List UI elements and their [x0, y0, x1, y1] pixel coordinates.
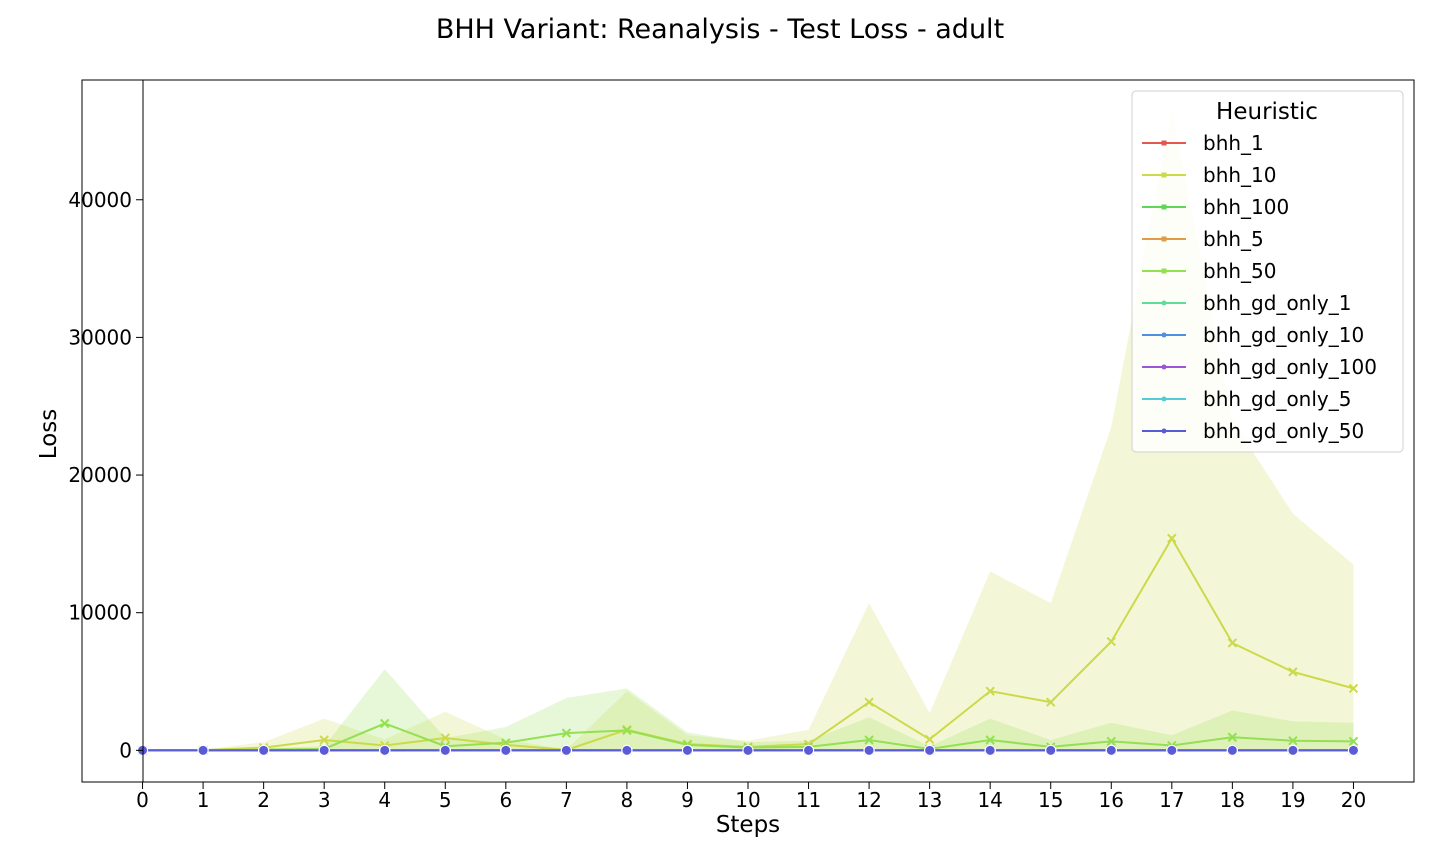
legend: Heuristic bhh_1 bhh_10 bhh_100 bhh_5 bhh_50b…	[1131, 90, 1404, 453]
x-tick-label: 13	[917, 788, 942, 812]
y-axis-label: Loss	[36, 409, 62, 459]
point-bhh-gd-only-50	[621, 744, 633, 756]
point-bhh-50	[380, 718, 390, 729]
point-bhh-10	[1227, 638, 1238, 648]
point-bhh-gd-only-50	[681, 744, 693, 756]
x-tick-label: 19	[1280, 788, 1305, 812]
y-tick-label: 20000	[68, 463, 132, 487]
point-bhh-gd-only-50	[984, 744, 996, 756]
point-bhh-10	[1046, 697, 1056, 707]
point-bhh-50	[1227, 732, 1238, 742]
point-bhh-gd-only-50	[379, 744, 391, 756]
point-bhh-gd-only-50	[924, 744, 936, 756]
legend-marker-bhh-gd-only-1	[1161, 300, 1167, 306]
x-tick-label: 20	[1341, 788, 1366, 812]
point-bhh-gd-only-50	[1226, 744, 1238, 756]
legend-label-bhh-gd-only-1: bhh_gd_only_1	[1203, 291, 1351, 315]
x-tick-label: 12	[856, 788, 881, 812]
legend-box	[1131, 90, 1404, 453]
legend-label-bhh-10: bhh_10	[1203, 163, 1277, 187]
point-bhh-10	[1106, 636, 1116, 647]
legend-marker-bhh-100	[1161, 204, 1167, 210]
legend-marker-bhh-1	[1161, 140, 1167, 146]
x-tick-label: 16	[1099, 788, 1124, 812]
point-bhh-gd-only-50	[560, 744, 572, 756]
band-bhh-50	[142, 669, 1354, 751]
legend-marker-bhh-gd-only-5	[1161, 396, 1167, 402]
point-bhh-gd-only-50	[258, 744, 270, 756]
point-bhh-gd-only-50	[1105, 744, 1117, 756]
x-axis: 0 1 2 3 4 5 6 7 8 9 10 11 12 13 14 15 16 17 18 19 20	[136, 782, 1366, 812]
point-bhh-gd-only-50	[197, 744, 209, 756]
confidence-bands	[142, 110, 1354, 751]
point-bhh-gd-only-50	[1166, 744, 1178, 756]
y-tick-label: 30000	[68, 325, 132, 349]
point-bhh-gd-only-50	[1347, 744, 1359, 756]
legend-marker-bhh-gd-only-50	[1161, 428, 1167, 434]
legend-label-bhh-gd-only-5: bhh_gd_only_5	[1203, 387, 1351, 411]
legend-label-bhh-5: bhh_5	[1203, 227, 1264, 251]
legend-marker-bhh-10	[1161, 172, 1167, 178]
point-bhh-gd-only-50	[1045, 744, 1057, 756]
point-bhh-50	[864, 735, 874, 745]
x-tick-label: 17	[1159, 788, 1184, 812]
y-tick-label: 40000	[68, 188, 132, 212]
x-tick-label: 1	[197, 788, 210, 812]
point-bhh-10	[319, 735, 329, 745]
point-bhh-gd-only-50	[742, 744, 754, 756]
point-bhh-50	[561, 728, 572, 738]
legend-label-bhh-1: bhh_1	[1203, 131, 1264, 155]
band-bhh-10	[142, 110, 1354, 751]
point-bhh-gd-only-50	[439, 744, 451, 756]
point-bhh-gd-only-50	[1287, 744, 1299, 756]
y-tick-label: 10000	[68, 601, 132, 625]
legend-label-bhh-50: bhh_50	[1203, 259, 1277, 283]
legend-marker-bhh-50	[1161, 268, 1167, 274]
legend-title: Heuristic	[1216, 99, 1318, 125]
y-axis: 0 10000 20000 30000 40000	[68, 80, 144, 782]
point-bhh-gd-only-50	[803, 744, 815, 756]
legend-label-bhh-100: bhh_100	[1203, 195, 1289, 219]
legend-marker-bhh-gd-only-100	[1161, 364, 1167, 370]
point-bhh-gd-only-50	[500, 744, 512, 756]
point-bhh-10	[1167, 533, 1177, 544]
x-tick-label: 18	[1220, 788, 1245, 812]
point-bhh-50	[1348, 736, 1359, 747]
point-bhh-50	[501, 738, 511, 748]
legend-label-bhh-gd-only-50: bhh_gd_only_50	[1203, 419, 1364, 443]
point-bhh-gd-only-50	[318, 744, 330, 756]
x-tick-label: 7	[560, 788, 573, 812]
point-bhh-10	[440, 733, 450, 743]
point-bhh-50	[622, 725, 632, 736]
y-tick-label: 0	[119, 738, 132, 762]
x-tick-label: 11	[796, 788, 821, 812]
point-bhh-50	[985, 735, 995, 745]
x-tick-label: 6	[499, 788, 512, 812]
point-bhh-50	[1288, 735, 1298, 746]
x-tick-label: 2	[257, 788, 270, 812]
x-tick-label: 5	[439, 788, 452, 812]
point-bhh-10	[864, 697, 874, 707]
legend-marker-bhh-5	[1161, 236, 1167, 242]
x-tick-label: 3	[318, 788, 331, 812]
x-tick-label: 8	[621, 788, 634, 812]
x-tick-label: 14	[977, 788, 1002, 812]
x-tick-label: 10	[735, 788, 760, 812]
point-bhh-10	[1348, 683, 1359, 694]
point-bhh-10	[924, 734, 935, 745]
point-bhh-gd-only-50	[863, 744, 875, 756]
x-tick-label: 9	[681, 788, 694, 812]
point-bhh-10	[1288, 667, 1298, 677]
x-tick-label: 15	[1038, 788, 1063, 812]
legend-label-bhh-gd-only-10: bhh_gd_only_10	[1203, 323, 1364, 347]
point-bhh-10	[985, 686, 995, 696]
x-axis-label: Steps	[716, 812, 780, 838]
legend-marker-bhh-gd-only-10	[1161, 332, 1167, 338]
x-tick-label: 0	[136, 788, 149, 812]
legend-label-bhh-gd-only-100: bhh_gd_only_100	[1203, 355, 1377, 379]
point-bhh-50	[1106, 736, 1116, 747]
chart-title: BHH Variant: Reanalysis - Test Loss - ad…	[436, 14, 1004, 45]
x-tick-label: 4	[378, 788, 391, 812]
